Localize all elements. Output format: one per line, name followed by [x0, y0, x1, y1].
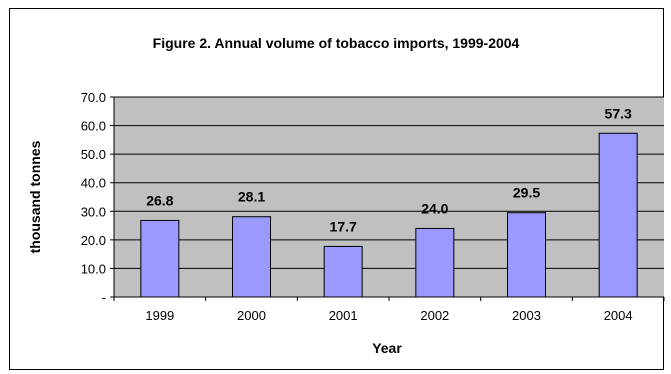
x-tick-label: 2000 — [237, 308, 266, 323]
plot-area — [114, 97, 664, 297]
y-tick-label: 50.0 — [81, 147, 106, 162]
y-axis: - 10.0 20.0 30.0 40.0 50.0 60.0 70.0 — [81, 90, 115, 305]
x-axis-title: Year — [372, 340, 402, 356]
bars — [140, 132, 638, 298]
y-tick-label: 60.0 — [81, 119, 106, 134]
y-tick-label: - — [102, 290, 106, 305]
y-axis-title: thousand tonnes — [27, 140, 43, 253]
x-tick-label: 2001 — [329, 308, 358, 323]
bar — [232, 216, 271, 298]
bar — [415, 227, 455, 298]
y-tick-label: 70.0 — [81, 90, 106, 105]
data-label: 57.3 — [605, 105, 632, 121]
x-tick-label: 1999 — [145, 308, 174, 323]
bar — [323, 245, 363, 298]
data-label: 29.5 — [513, 185, 540, 201]
y-tick-label: 30.0 — [81, 204, 106, 219]
x-tick-label: 2004 — [604, 308, 633, 323]
bar — [507, 212, 546, 298]
x-axis: 1999 2000 2001 2002 2003 2004 — [113, 296, 665, 323]
gridlines — [114, 96, 664, 269]
y-tick-label: 20.0 — [81, 233, 106, 248]
x-tick-label: 2003 — [512, 308, 541, 323]
chart-title: Figure 2. Annual volume of tobacco impor… — [153, 35, 520, 51]
bar — [598, 132, 638, 298]
data-label: 24.0 — [421, 200, 448, 216]
data-label: 17.7 — [330, 218, 357, 234]
y-tick-label: 40.0 — [81, 176, 106, 191]
data-labels: 26.8 28.1 17.7 24.0 29.5 57.3 — [146, 105, 632, 234]
bar — [140, 219, 180, 298]
data-label: 26.8 — [146, 192, 173, 208]
y-tick-label: 10.0 — [81, 261, 106, 276]
x-tick-label: 2002 — [420, 308, 449, 323]
data-label: 28.1 — [238, 189, 265, 205]
